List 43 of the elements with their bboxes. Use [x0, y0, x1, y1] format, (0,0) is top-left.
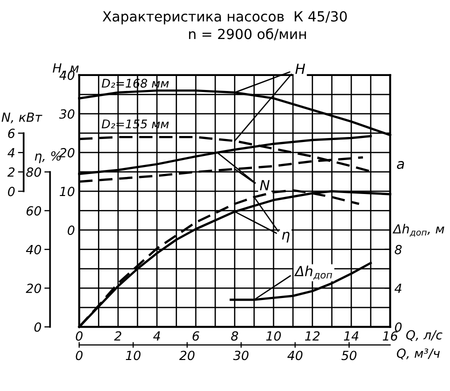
y-tick-label: 20: [59, 148, 74, 158]
y-tick-label: 60: [26, 206, 42, 216]
x2-tick-label: 30: [233, 350, 248, 360]
annotation: η: [282, 232, 290, 242]
x-tick-label: 10: [266, 331, 281, 341]
y-axis-title: η, %: [34, 151, 61, 164]
x2-tick-label: 50: [341, 350, 356, 360]
chart-subtitle: n = 2900 об/мин: [189, 28, 306, 40]
x-axis-title: Q, л/с: [406, 330, 442, 342]
chart-title: Характеристика насосов К 45/30: [102, 11, 347, 24]
x-tick-label: 0: [76, 331, 83, 341]
y-tick-label: 30: [59, 109, 74, 119]
y-tick-label: 2: [7, 167, 15, 177]
x2-tick-label: 40: [287, 350, 302, 360]
y-tick-label: 0: [394, 322, 402, 332]
y-tick-label: 4: [394, 284, 402, 293]
x2-axis-title: Q, м³/ч: [396, 348, 440, 360]
x-tick-label: 2: [114, 331, 122, 341]
x-tick-label: 6: [192, 331, 200, 341]
x-tick-label: 14: [344, 331, 358, 341]
y-tick-label: 8: [394, 244, 402, 254]
y-tick-label: 4: [8, 148, 14, 158]
x2-tick-label: 10: [126, 350, 141, 360]
y-tick-label: 6: [8, 128, 15, 138]
y-tick-label: 10: [60, 186, 74, 196]
annotation: Δh$_{доп}$: [294, 266, 332, 280]
x-tick-label: 12: [305, 331, 320, 341]
y-axis-title: Δh$_{доп}$, м: [392, 224, 444, 237]
text: a: [396, 161, 404, 169]
x2-tick-label: 0: [76, 350, 83, 360]
annotation: N: [260, 180, 270, 190]
x-tick-label: 16: [382, 331, 398, 341]
x2-tick-label: 20: [179, 350, 194, 360]
annotation: H: [295, 64, 306, 74]
y-axis-title: N, кВт: [2, 112, 42, 124]
y-tick-label: 80: [26, 167, 42, 177]
x-tick-label: 4: [153, 331, 160, 341]
y-tick-label: 0: [68, 226, 74, 235]
y-tick-label: 20: [26, 284, 42, 294]
y-tick-label: 0: [8, 186, 15, 196]
x-tick-label: 8: [231, 331, 238, 341]
y-tick-label: 0: [34, 322, 42, 332]
y-tick-label: 40: [26, 244, 42, 254]
